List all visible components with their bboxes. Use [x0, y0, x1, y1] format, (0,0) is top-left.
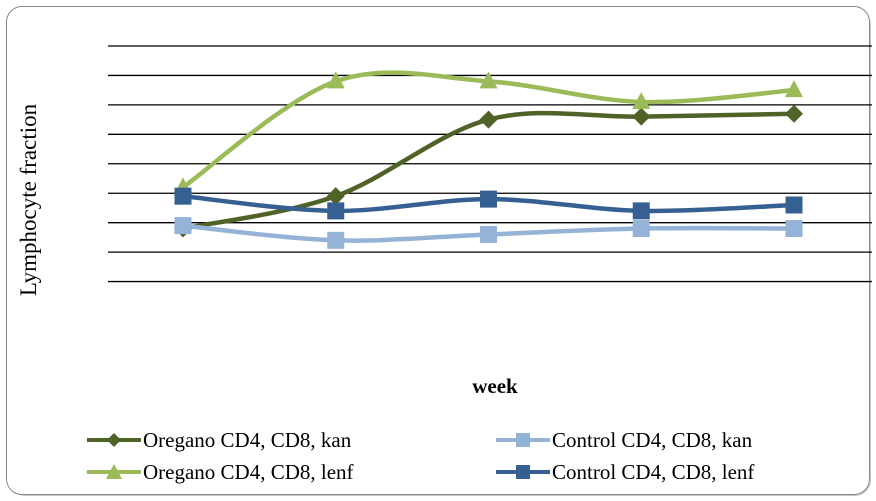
series-line-2: [181, 70, 795, 190]
legend-item-control-kan: Control CD4, CD8, kan: [496, 426, 752, 454]
legend-swatch-control-lenf: [496, 465, 550, 479]
y-axis-label: Lymphocyte fraction: [12, 55, 46, 345]
legend-swatch-control-kan: [496, 433, 550, 447]
series-markers: [174, 71, 803, 249]
data-point-s2-2: [479, 71, 498, 89]
data-point-s2-4: [785, 80, 803, 98]
data-point-s1-0: [174, 217, 192, 235]
data-point-s0-1: [326, 187, 345, 206]
data-point-s3-0: [174, 187, 192, 205]
legend-label-oregano-lenf: Oregano CD4, CD8, lenf: [143, 459, 354, 484]
data-point-s3-3: [632, 202, 650, 220]
data-point-s2-3: [632, 91, 651, 109]
data-point-s3-2: [480, 190, 497, 208]
y-axis-label-text: Lymphocyte fraction: [16, 103, 41, 297]
legend-label-control-lenf: Control CD4, CD8, lenf: [552, 459, 755, 484]
data-point-s2-1: [326, 71, 345, 89]
data-point-s3-1: [327, 202, 345, 220]
data-point-s1-2: [480, 225, 497, 243]
data-point-s1-3: [632, 220, 650, 238]
data-point-s3-4: [785, 196, 803, 214]
legend-item-oregano-kan: Oregano CD4, CD8, kan: [87, 426, 351, 454]
data-point-s0-2: [479, 110, 498, 129]
data-point-s1-4: [785, 220, 803, 238]
chart-frame: [6, 6, 870, 495]
series-lines: [181, 70, 795, 243]
legend-item-control-lenf: Control CD4, CD8, lenf: [496, 458, 754, 486]
data-point-s1-1: [327, 231, 345, 249]
legend-label-control-kan: Control CD4, CD8, kan: [552, 427, 753, 452]
legend-label-oregano-kan: Oregano CD4, CD8, kan: [143, 427, 352, 452]
x-axis-label: week: [472, 374, 518, 398]
gridlines: [108, 45, 872, 283]
legend-swatch-oregano-kan: [87, 433, 141, 447]
legend-item-oregano-lenf: Oregano CD4, CD8, lenf: [87, 458, 354, 486]
data-point-s0-4: [785, 104, 803, 123]
legend-swatch-oregano-lenf: [87, 464, 141, 479]
data-point-s0-3: [632, 107, 651, 126]
